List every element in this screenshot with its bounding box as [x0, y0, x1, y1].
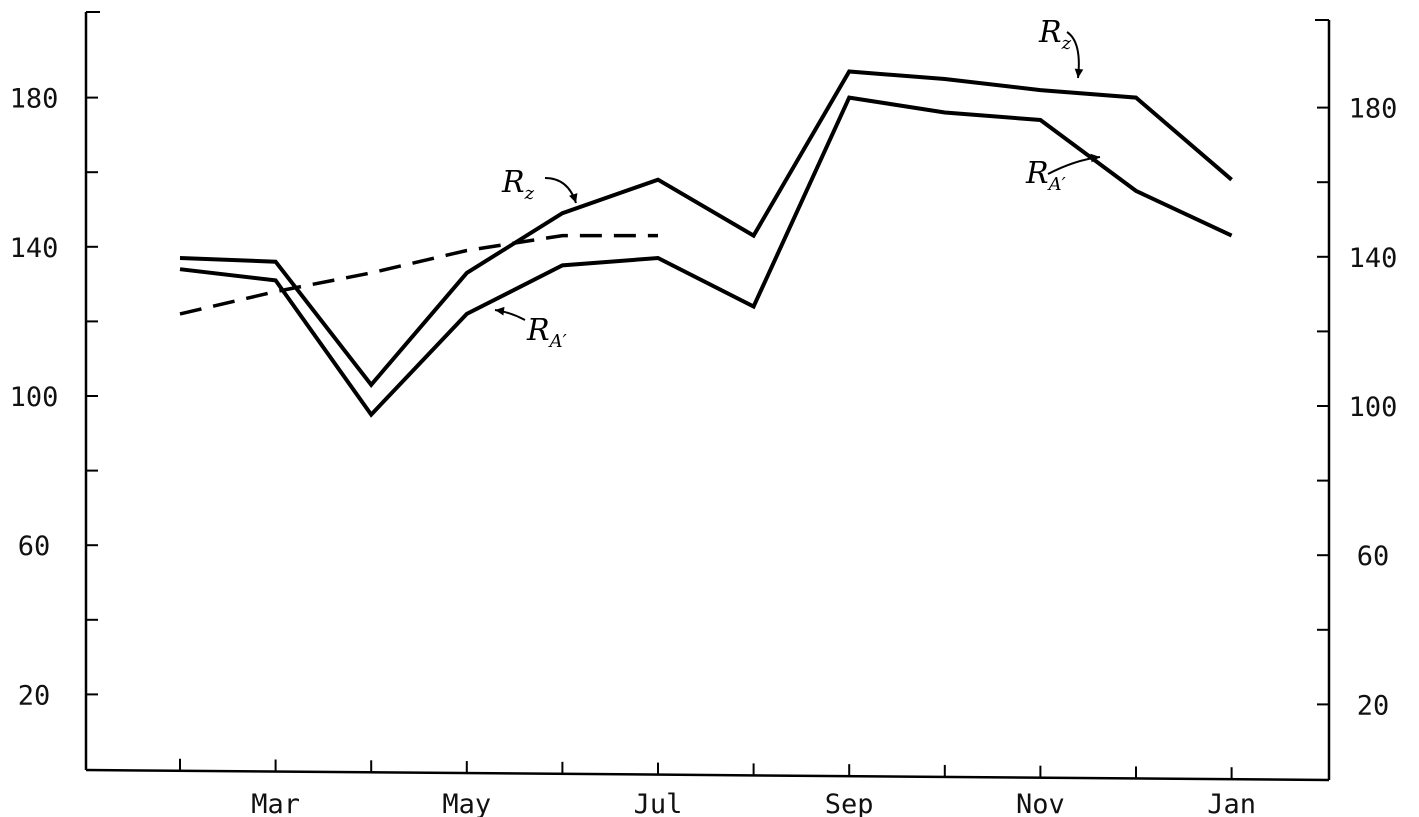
annotation-label-rz: Rz: [501, 165, 535, 204]
annotation-arrowhead-rz: [569, 193, 578, 203]
annotation-label-rz: Rz: [1038, 15, 1072, 54]
x-tick-label: Mar: [251, 789, 300, 817]
annotation-arrowhead-ra: [495, 306, 505, 316]
annotation-label-ra: RA′: [1025, 156, 1066, 195]
annotation-arrowhead-rz: [1074, 68, 1084, 78]
y-tick-label-right: 140: [1349, 243, 1398, 274]
y-tick-label-right: 60: [1357, 541, 1390, 572]
series-line-rz: [179, 69, 1233, 388]
x-tick-label: Sep: [825, 789, 874, 817]
axes: [84, 11, 1331, 782]
y-tick-label-right: 180: [1349, 94, 1398, 125]
y-tick-label-left: 60: [18, 531, 51, 562]
y-tick-label-left: 180: [10, 84, 59, 115]
x-tick-label: Jul: [634, 789, 683, 817]
series-annotations: Rz RA′ Rz RA′: [494, 15, 1101, 352]
y-tick-label-right: 20: [1357, 690, 1390, 721]
x-axis: [85, 768, 1330, 782]
annotation-label-ra: RA′: [526, 313, 567, 352]
series-lines: [179, 69, 1233, 418]
x-tick-label: May: [442, 789, 491, 817]
series-line-ra: [179, 95, 1233, 418]
annotation-arrowhead-ra: [1090, 153, 1100, 163]
y-tick-label-left: 140: [10, 233, 59, 264]
x-tick-label: Nov: [1016, 789, 1065, 817]
y-tick-label-left: 100: [10, 382, 59, 413]
tick-marks: [86, 96, 1329, 780]
y-tick-label-right: 100: [1349, 392, 1398, 423]
x-tick-label: Jan: [1207, 789, 1256, 817]
y-tick-label-left: 20: [18, 680, 51, 711]
tick-labels: 20 20 60 60 100 100 140 140 180 180 Mar May Jul Sep No…: [10, 84, 1398, 817]
series-line-trend: [179, 233, 658, 316]
annotation-arrow-rz: [544, 177, 577, 204]
